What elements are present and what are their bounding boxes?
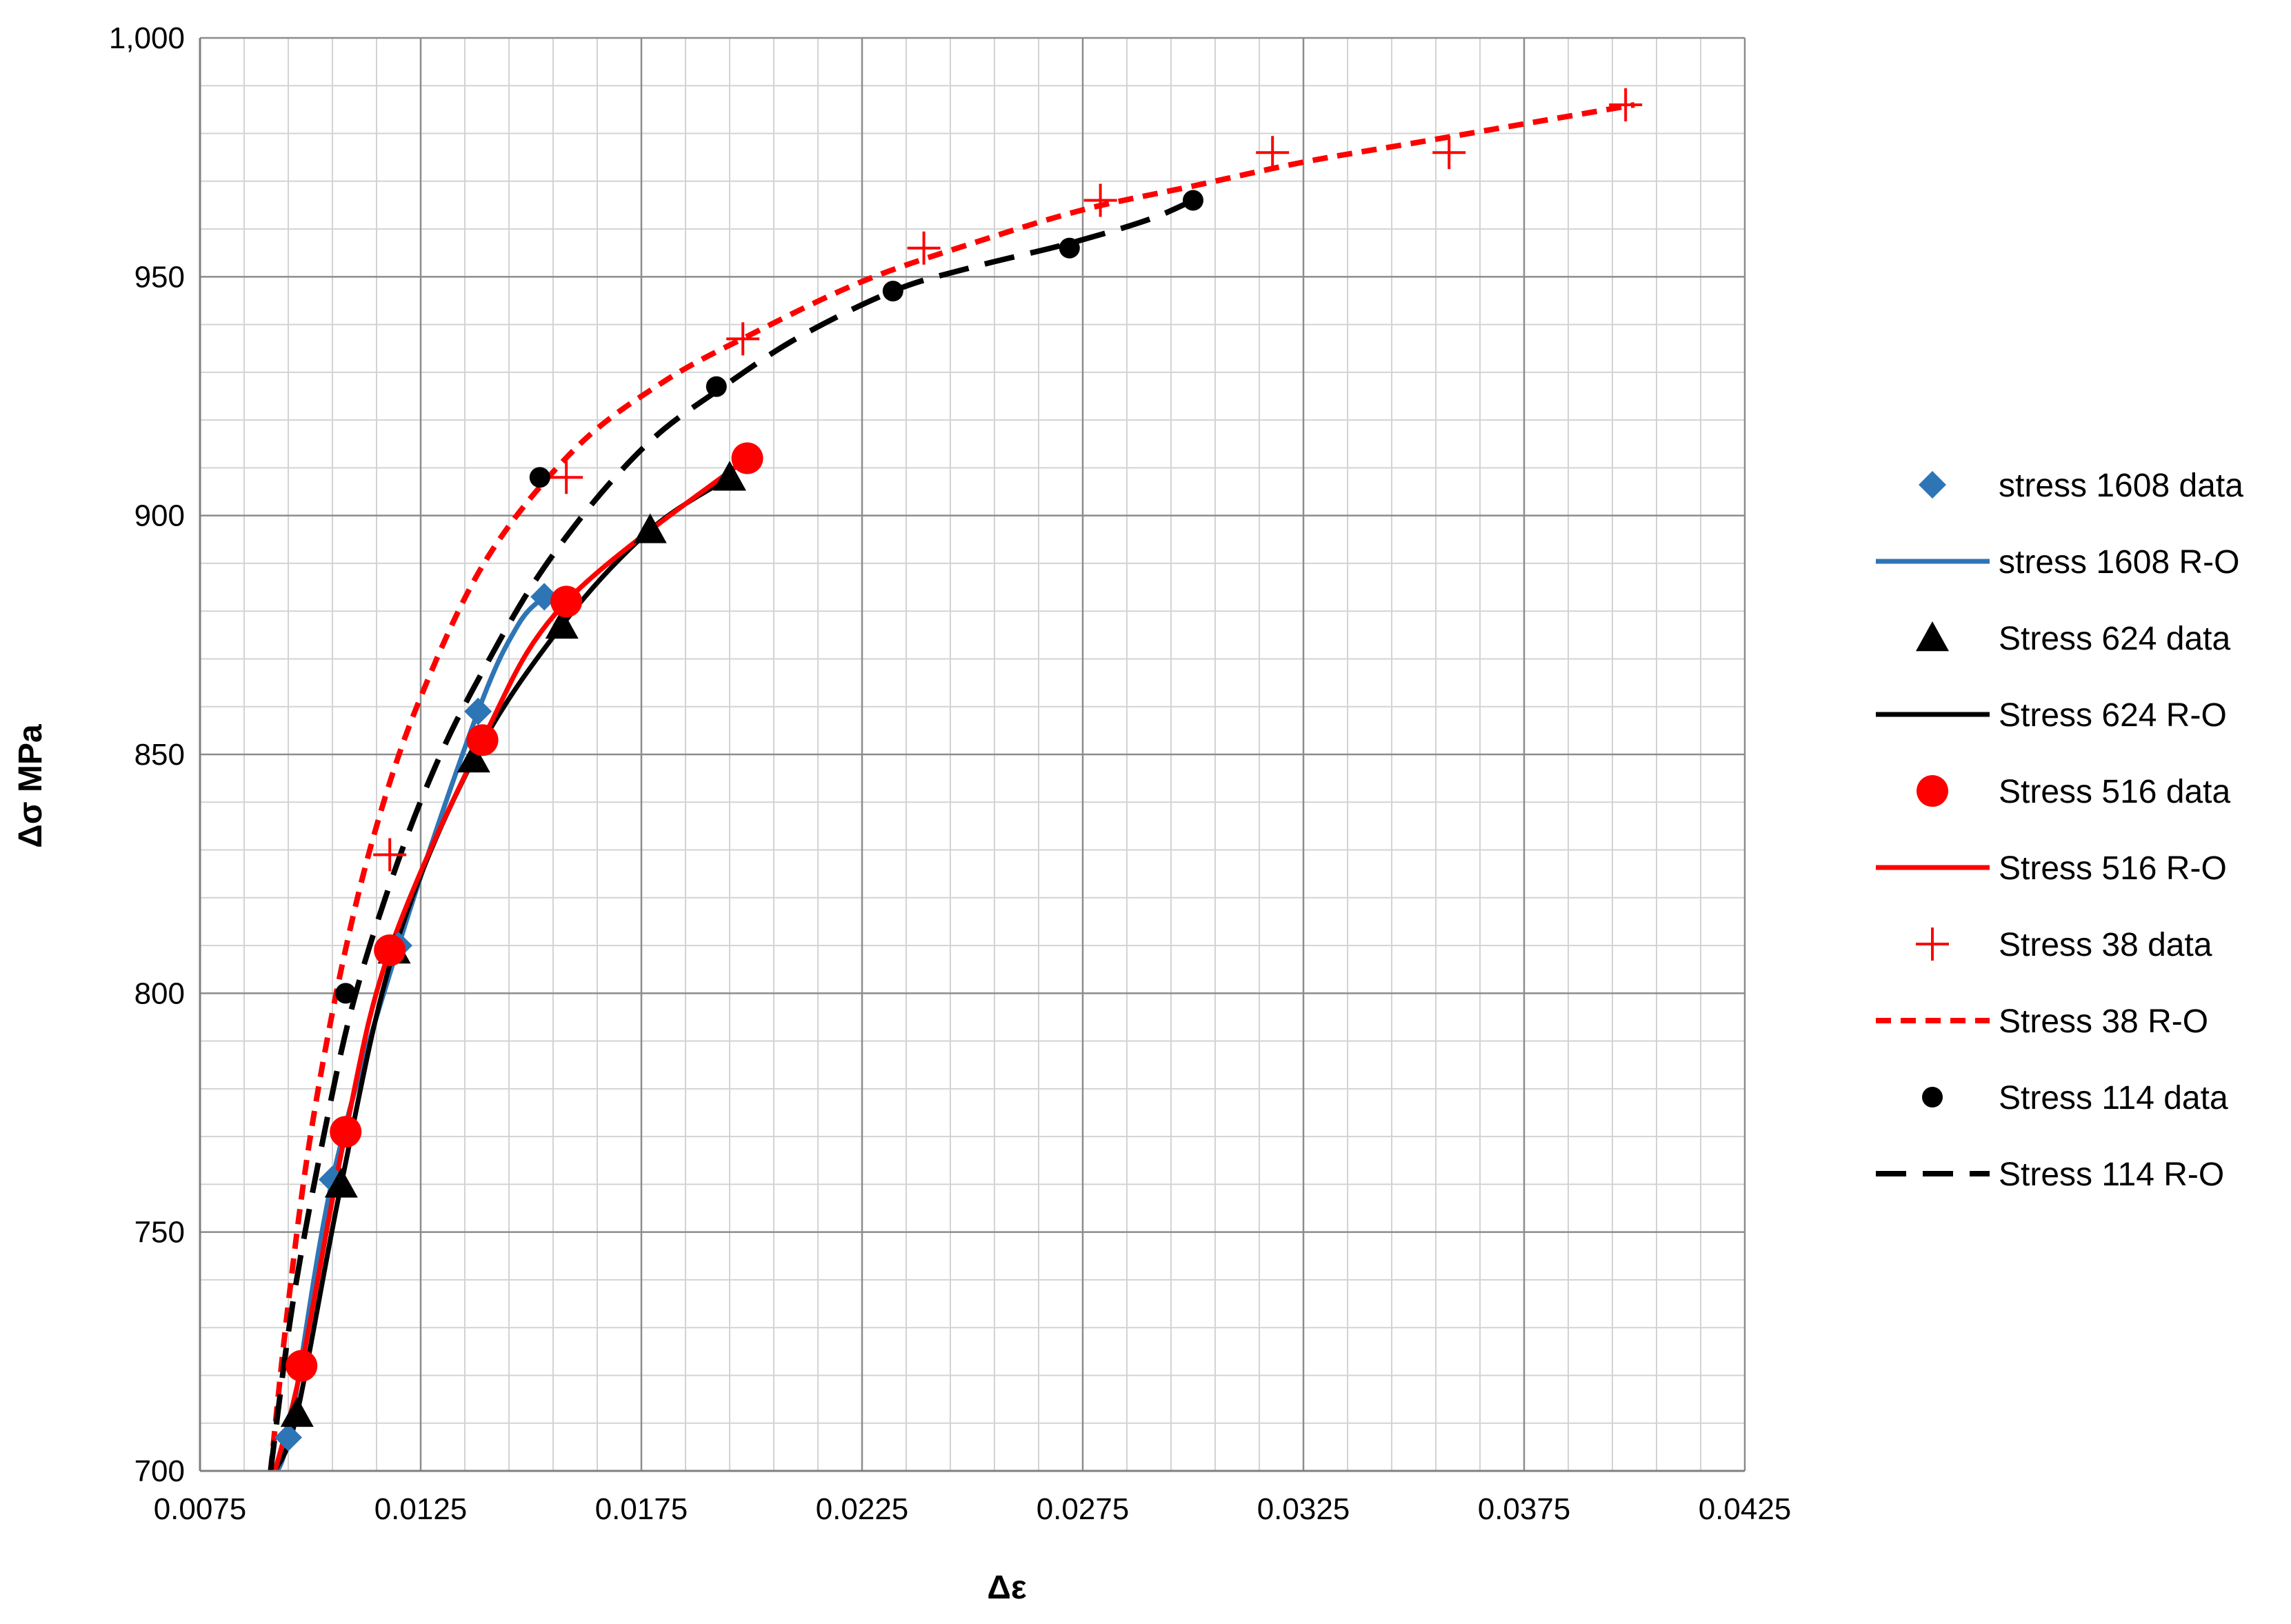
data-point (726, 322, 760, 356)
x-tick-label: 0.0225 (816, 1492, 909, 1526)
legend-item: stress 1608 R-O (1876, 544, 2239, 581)
y-tick-label: 850 (134, 738, 185, 772)
legend-item: Stress 516 data (1917, 774, 2231, 810)
legend-label: Stress 516 data (1999, 774, 2231, 810)
x-tick-label: 0.0375 (1478, 1492, 1571, 1526)
data-point (907, 231, 941, 265)
series-line (268, 102, 1635, 1471)
data-point (335, 983, 357, 1004)
data-point (1083, 183, 1117, 217)
legend-item: Stress 38 data (1916, 927, 2212, 963)
data-point (286, 1350, 318, 1382)
legend-item: Stress 114 data (1922, 1080, 2228, 1116)
legend-label: stress 1608 R-O (1999, 544, 2239, 581)
x-tick-label: 0.0175 (595, 1492, 688, 1526)
legend-swatch (1916, 928, 1949, 961)
legend: stress 1608 data stress 1608 R-O Stress 62… (1876, 468, 2243, 1193)
legend-item: Stress 516 R-O (1876, 850, 2227, 887)
legend-label: Stress 624 data (1999, 621, 2231, 657)
data-point (464, 697, 492, 725)
data-point (550, 461, 583, 494)
legend-label: Stress 516 R-O (1999, 850, 2227, 887)
y-tick-label: 800 (134, 976, 185, 1010)
legend-item: stress 1608 data (1919, 468, 2243, 504)
data-point (457, 742, 490, 773)
legend-label: Stress 114 R-O (1999, 1156, 2224, 1193)
data-point (713, 461, 746, 491)
y-axis-title: Δσ MPa (12, 724, 49, 848)
legend-swatch (1919, 471, 1946, 499)
legend-label: Stress 38 data (1999, 927, 2212, 963)
data-point (1609, 88, 1643, 121)
data-point (529, 467, 550, 488)
legend-label: Stress 114 data (1999, 1080, 2228, 1116)
data-point (633, 513, 667, 543)
y-tick-label: 750 (134, 1216, 185, 1250)
legend-swatch (1916, 621, 1949, 652)
legend-label: stress 1608 data (1999, 468, 2243, 504)
y-tick-label: 950 (134, 260, 185, 294)
grid (199, 37, 1746, 1472)
data-point (374, 934, 406, 966)
data-point (706, 376, 727, 397)
legend-label: Stress 624 R-O (1999, 697, 2227, 734)
legend-item: Stress 38 R-O (1876, 1003, 2208, 1040)
data-point (373, 838, 407, 872)
data-point (545, 608, 579, 639)
y-tick-label: 900 (134, 499, 185, 533)
x-tick-label: 0.0275 (1037, 1492, 1130, 1526)
x-tick-label: 0.0325 (1257, 1492, 1350, 1526)
data-point (280, 1396, 314, 1427)
legend-item: Stress 624 R-O (1876, 697, 2227, 734)
x-tick-label: 0.0125 (374, 1492, 468, 1526)
x-tick-label: 0.0075 (154, 1492, 247, 1526)
legend-item: Stress 624 data (1916, 621, 2231, 657)
x-axis-title: Δε (987, 1570, 1027, 1606)
y-tick-label: 700 (134, 1454, 185, 1488)
legend-item: Stress 114 R-O (1876, 1156, 2224, 1193)
data-point (550, 585, 583, 618)
data-point (466, 724, 499, 756)
data-point (1256, 136, 1290, 170)
x-tick-label: 0.0425 (1699, 1492, 1792, 1526)
data-point (330, 1116, 362, 1148)
y-tick-label: 1,000 (109, 21, 185, 55)
data-point (274, 1423, 302, 1452)
data-point (882, 281, 903, 302)
data-point (1432, 136, 1466, 170)
legend-label: Stress 38 R-O (1999, 1003, 2208, 1040)
data-point (324, 1167, 358, 1198)
plot-area (268, 88, 1643, 1471)
data-point (1183, 190, 1203, 211)
legend-swatch (1922, 1087, 1943, 1107)
data-point (1059, 237, 1080, 259)
data-point (731, 442, 763, 474)
legend-swatch (1917, 775, 1948, 807)
axes: 0.0075 0.0125 0.0175 0.0225 0.0275 0.0325 0.03… (109, 21, 1791, 1526)
series-line (268, 197, 1194, 1471)
